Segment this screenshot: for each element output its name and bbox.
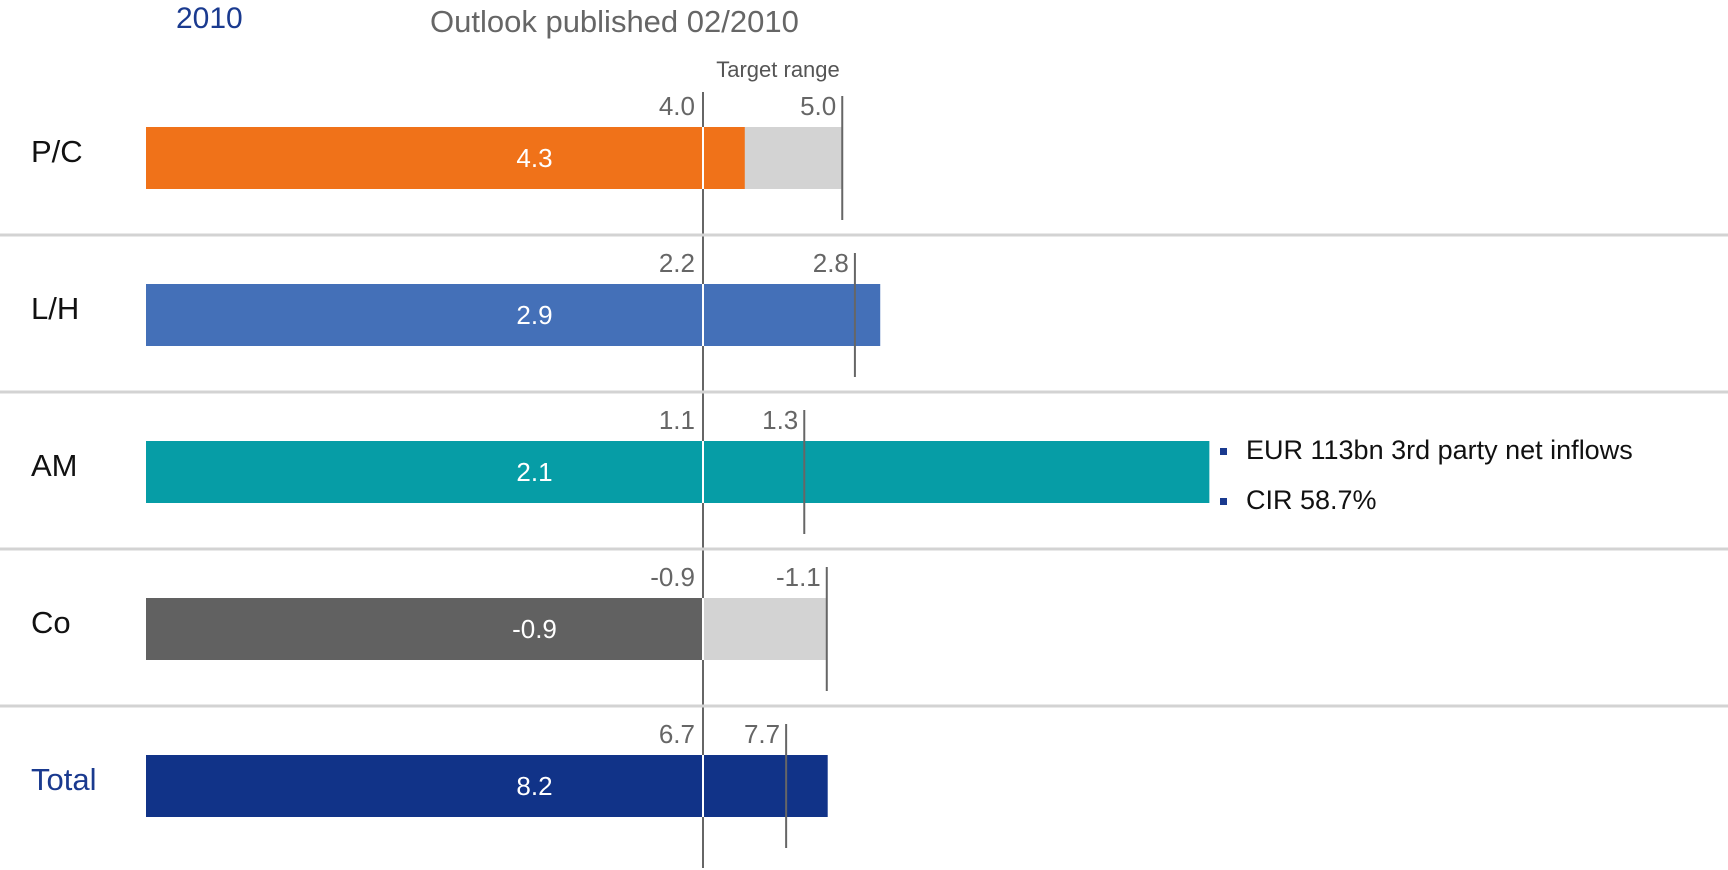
value-label: 4.3 xyxy=(516,143,552,173)
value-label: -0.9 xyxy=(512,614,557,644)
row-label: Total xyxy=(31,762,96,797)
row-label: P/C xyxy=(31,134,83,169)
row-label: L/H xyxy=(31,291,79,326)
low-label: 2.2 xyxy=(659,248,695,278)
note: EUR 113bn 3rd party net inflows xyxy=(1246,435,1633,465)
value-label: 8.2 xyxy=(516,771,552,801)
row-label: Co xyxy=(31,605,71,640)
note-bullet xyxy=(1220,498,1227,505)
value-label: 2.9 xyxy=(516,300,552,330)
bar xyxy=(146,284,881,346)
bar xyxy=(146,441,1210,503)
low-label: -0.9 xyxy=(650,562,695,592)
bar xyxy=(146,598,703,660)
value-label: 2.1 xyxy=(516,457,552,487)
low-label: 6.7 xyxy=(659,719,695,749)
note-bullet xyxy=(1220,448,1227,455)
bar xyxy=(146,755,828,817)
row-label: AM xyxy=(31,448,78,483)
high-label: 5.0 xyxy=(800,91,836,121)
chart-title: Outlook published 02/2010 xyxy=(430,4,799,39)
low-label: 1.1 xyxy=(659,405,695,435)
low-label: 4.0 xyxy=(659,91,695,121)
high-label: 1.3 xyxy=(762,405,798,435)
high-label: -1.1 xyxy=(776,562,821,592)
high-label: 7.7 xyxy=(744,719,780,749)
high-label: 2.8 xyxy=(813,248,849,278)
note: CIR 58.7% xyxy=(1246,485,1377,515)
bar xyxy=(146,127,745,189)
target-label: Target range xyxy=(716,57,840,82)
year: 2010 xyxy=(176,2,243,35)
